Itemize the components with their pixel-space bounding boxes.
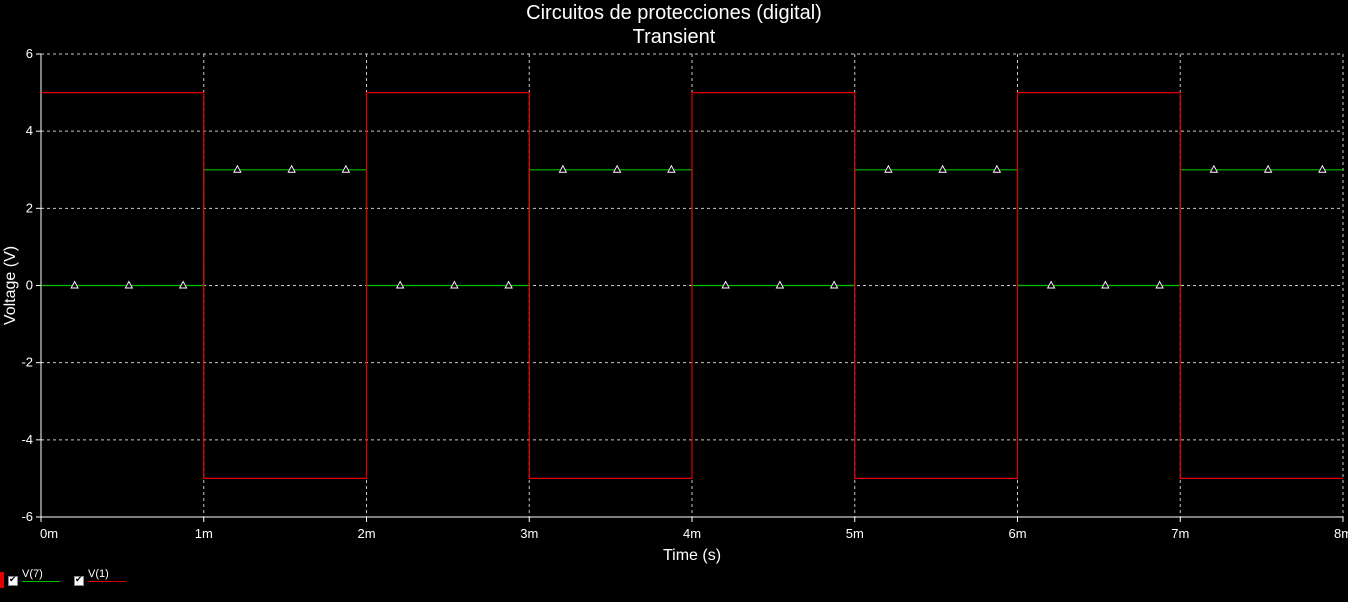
y-tick-label: -4 (21, 432, 33, 447)
data-point-marker (1209, 164, 1219, 173)
y-tick-label: 0 (26, 278, 33, 293)
data-point-marker (829, 280, 839, 289)
data-point-marker (70, 280, 79, 289)
chart-title: Circuitos de protecciones (digital) (526, 2, 822, 24)
data-point-marker (992, 164, 1002, 173)
y-tick-label: -2 (21, 355, 33, 370)
x-axis-label: Time (s) (663, 547, 721, 564)
data-point-marker (667, 164, 676, 173)
data-point-marker (287, 164, 296, 173)
legend-checkbox-v1[interactable] (74, 574, 84, 586)
x-tick-label: 5m (846, 526, 864, 541)
data-point-marker (938, 164, 947, 173)
data-point-marker (395, 280, 405, 289)
x-tick-label: 8m (1334, 526, 1348, 541)
data-point-marker (884, 164, 893, 173)
legend-line-v7 (22, 581, 60, 582)
data-point-marker (1263, 164, 1273, 173)
data-point-marker (775, 280, 785, 289)
series-line-v1 (41, 91, 1343, 479)
y-tick-label: 2 (26, 200, 33, 215)
data-point-marker (450, 280, 459, 289)
legend-label-v1: V(1) (88, 568, 109, 580)
x-tick-label: 4m (683, 526, 701, 541)
data-point-marker (1318, 164, 1327, 173)
data-point-marker (721, 280, 730, 289)
data-point-marker (612, 164, 622, 173)
legend-label-v7: V(7) (22, 568, 43, 580)
x-tick-label: 6m (1008, 526, 1026, 541)
data-point-marker (1155, 280, 1164, 289)
data-point-marker (178, 280, 188, 289)
legend-checkbox-v7[interactable] (8, 574, 18, 586)
data-point-marker (504, 280, 513, 289)
legend-cursor-marker (0, 572, 4, 588)
data-point-marker (341, 164, 351, 173)
chart-subtitle: Transient (632, 26, 716, 48)
x-tick-label: 7m (1171, 526, 1189, 541)
x-tick-label: 1m (195, 526, 213, 541)
data-point-marker (124, 280, 134, 289)
data-point-marker (558, 164, 568, 173)
data-point-marker (1101, 280, 1110, 289)
y-tick-label: 4 (26, 123, 33, 138)
data-point-marker (233, 164, 242, 173)
y-tick-label: 6 (26, 46, 33, 61)
legend-line-v1 (88, 581, 126, 582)
x-tick-label: 3m (520, 526, 538, 541)
x-tick-label: 2m (357, 526, 375, 541)
y-axis-label: Voltage (V) (2, 246, 19, 325)
y-tick-label: -6 (21, 509, 33, 524)
x-tick-label: 0m (40, 526, 58, 541)
data-point-marker (1046, 280, 1056, 289)
